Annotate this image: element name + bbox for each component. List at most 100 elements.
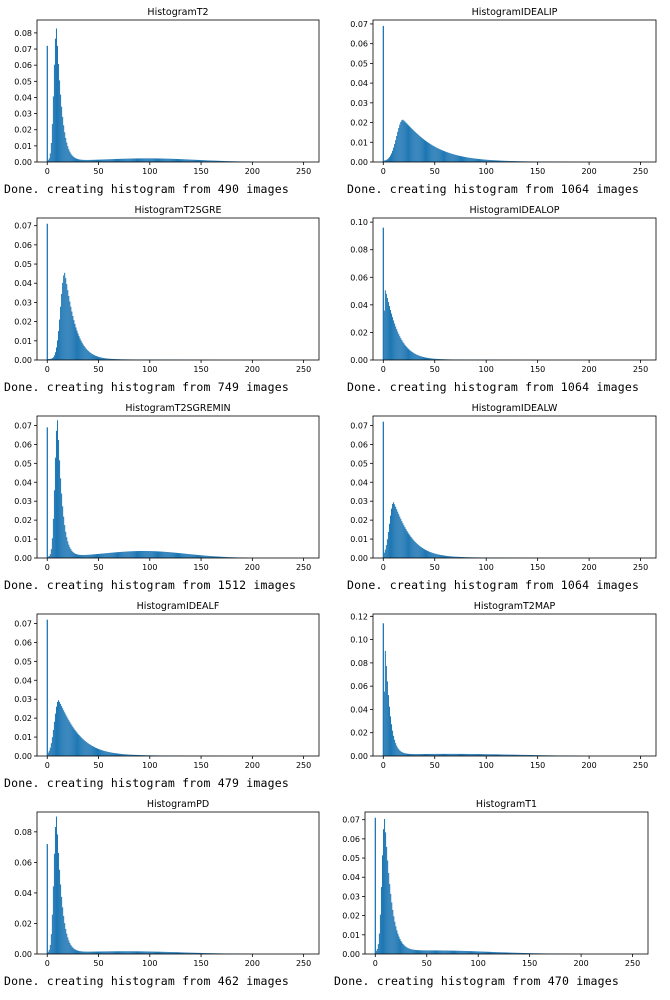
histogram-bar <box>530 953 532 954</box>
histogram-bar <box>391 724 393 756</box>
histogram-bar <box>525 953 527 954</box>
histogram-bar <box>435 950 437 954</box>
histogram-bar <box>70 549 72 558</box>
histogram-bar <box>208 953 210 954</box>
histogram-bar <box>115 951 117 954</box>
histogram-bar <box>178 553 180 558</box>
histogram-caption: Done. creating histogram from 470 images <box>334 974 619 988</box>
histogram-spike-bar <box>382 421 384 558</box>
histogram-bar <box>477 158 479 162</box>
y-tick-label: 0.01 <box>14 337 32 346</box>
histogram-bar <box>441 150 443 162</box>
x-tick-label: 50 <box>93 167 103 176</box>
histogram-bar <box>92 746 94 756</box>
histogram-bar <box>194 952 196 954</box>
histogram-bar <box>52 518 54 558</box>
y-tick-label: 0.03 <box>14 110 32 119</box>
histogram-bar <box>501 952 503 954</box>
histogram-bar <box>145 550 147 558</box>
histogram-bar <box>414 131 416 162</box>
histogram-bar <box>100 553 102 558</box>
histogram-bar <box>182 553 184 558</box>
histogram-bar <box>60 703 62 756</box>
histogram-bar <box>62 708 64 756</box>
histogram-bar <box>54 38 56 163</box>
histogram-bar <box>99 357 101 360</box>
histogram-bar <box>491 754 493 756</box>
histogram-bar <box>113 359 115 360</box>
histogram-bar <box>154 158 156 162</box>
histogram-panel-5: HistogramT2SGREMIN 0.00 0.01 0.02 0.03 0.04 0.… <box>0 396 336 594</box>
histogram-bar <box>481 754 483 756</box>
histogram-bar <box>214 556 216 558</box>
histogram-bar <box>457 753 459 756</box>
histogram-bar <box>420 137 422 162</box>
histogram-bar <box>482 951 484 954</box>
histogram-bar <box>117 158 119 162</box>
histogram-bar <box>442 753 444 756</box>
histogram-bar <box>430 753 432 756</box>
histogram-bar <box>102 553 104 558</box>
histogram-bar <box>448 950 450 954</box>
histogram-bar <box>423 357 425 360</box>
histogram-bar <box>126 158 128 162</box>
histogram-bar <box>142 550 144 558</box>
histogram-bar <box>213 556 215 558</box>
histogram-bar <box>110 752 112 756</box>
histogram-bar <box>510 754 512 756</box>
histogram-bar <box>407 124 409 162</box>
histogram-bar <box>84 159 86 162</box>
y-tick-label: 0.04 <box>350 705 368 714</box>
histogram-bar <box>156 951 158 954</box>
histogram-bar <box>428 753 430 756</box>
histogram-bars <box>383 290 548 360</box>
histogram-bar <box>126 951 128 954</box>
histogram-bar <box>436 950 438 954</box>
histogram-bar <box>497 952 499 954</box>
histogram-bar <box>216 556 218 558</box>
histogram-bar <box>517 952 519 954</box>
histogram-bar <box>71 154 73 162</box>
histogram-bar <box>539 755 541 756</box>
histogram-bar <box>61 896 63 954</box>
histogram-bar <box>114 552 116 558</box>
histogram-bar <box>388 306 390 360</box>
histogram-bar <box>425 753 428 756</box>
histogram-bar <box>409 948 411 954</box>
histogram-bar <box>428 142 430 162</box>
histogram-bar <box>386 539 388 558</box>
histogram-bar <box>401 942 403 954</box>
histogram-bar <box>117 753 119 756</box>
y-tick-label: 0.03 <box>14 298 32 307</box>
histogram-bar <box>103 357 105 360</box>
axes-frame <box>372 19 657 163</box>
histogram-bar <box>495 952 497 954</box>
x-tick-label: 150 <box>193 365 208 374</box>
histogram-bar <box>220 556 222 558</box>
histogram-bar <box>72 551 74 558</box>
histogram-bar <box>386 846 388 954</box>
histogram-bar <box>494 952 496 954</box>
histogram-bar <box>436 753 438 756</box>
histogram-bar <box>190 159 192 162</box>
histogram-bar <box>467 157 469 162</box>
histogram-bar <box>110 159 112 162</box>
histogram-bar <box>462 950 464 954</box>
histogram-bar <box>53 64 55 162</box>
histogram-bar <box>157 951 159 954</box>
histogram-bar <box>171 952 173 954</box>
y-tick-label: 0.02 <box>14 318 32 327</box>
histogram-bar <box>161 951 163 954</box>
histogram-bar <box>100 951 102 954</box>
histogram-bar <box>198 555 200 558</box>
histogram-bar <box>389 155 392 162</box>
histogram-bar <box>83 740 85 756</box>
histogram-bar <box>503 952 505 954</box>
histogram-bar <box>427 142 429 162</box>
histogram-bar <box>162 158 164 162</box>
histogram-bar <box>437 148 439 162</box>
histogram-panel-8: HistogramT2MAP 0.00 0.02 0.04 0.06 0.08 0.10 0.… <box>334 594 670 792</box>
histogram-bar <box>508 754 510 756</box>
histogram-bar <box>222 556 224 558</box>
